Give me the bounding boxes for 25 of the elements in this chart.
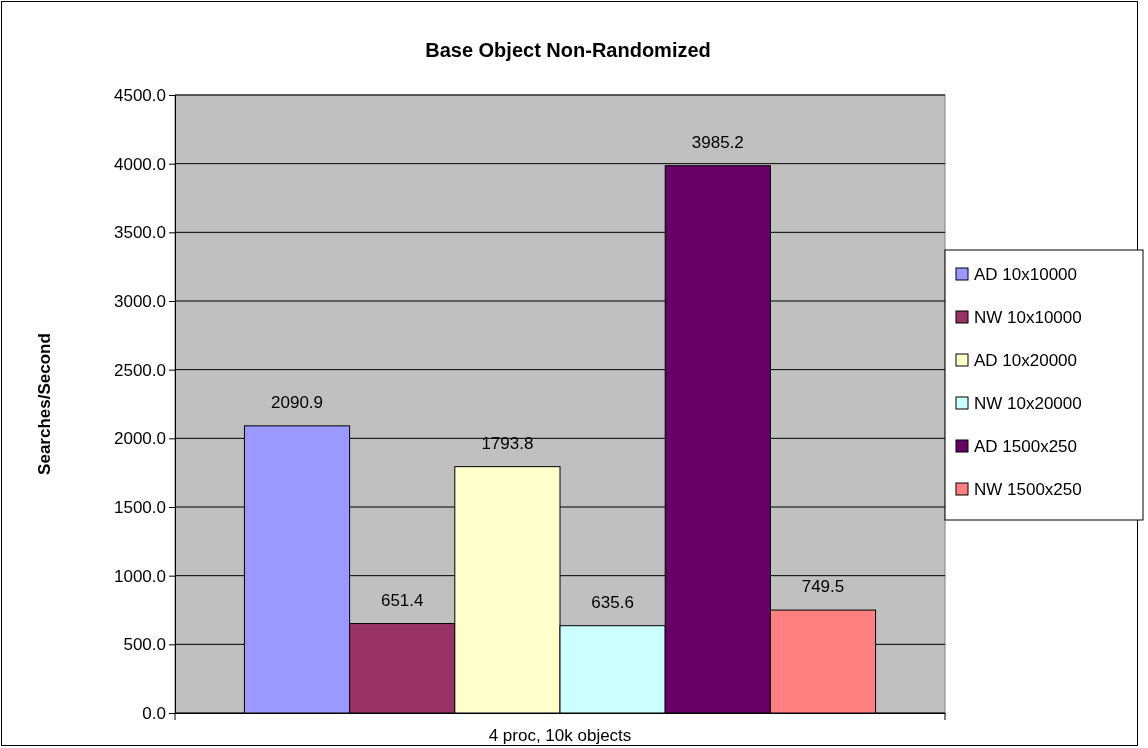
y-tick-label: 4500.0 [114,85,166,105]
data-label: 749.5 [801,577,845,597]
data-label: 3985.2 [691,132,744,152]
chart-title: Base Object Non-Randomized [425,39,711,61]
data-label: 2090.9 [271,392,324,412]
data-label: 635.6 [591,592,634,612]
legend-label: AD 10x10000 [974,265,1078,284]
y-tick-label: 3500.0 [114,223,166,243]
y-tick-label: 1500.0 [114,497,166,517]
y-axis-title: Searches/Second [35,333,54,475]
x-tick-label: 4 proc, 10k objects [488,726,632,746]
data-label: 651.4 [380,590,424,610]
y-tick-label: 2500.0 [114,360,166,380]
y-tick-label: 2000.0 [114,429,166,449]
y-tick-label: 500.0 [123,635,166,655]
legend-label: NW 10x20000 [974,394,1082,413]
legend-label: AD 1500x250 [974,437,1078,456]
legend-label: NW 10x10000 [974,308,1082,327]
y-tick-label: 3000.0 [114,291,166,311]
y-tick-label: 0.0 [142,703,166,723]
legend-label: NW 1500x250 [974,480,1082,499]
y-tick-label: 1000.0 [114,566,166,586]
y-tick-label: 4000.0 [114,154,166,174]
legend-label: AD 10x20000 [974,351,1078,370]
data-label: 1793.8 [481,433,534,453]
